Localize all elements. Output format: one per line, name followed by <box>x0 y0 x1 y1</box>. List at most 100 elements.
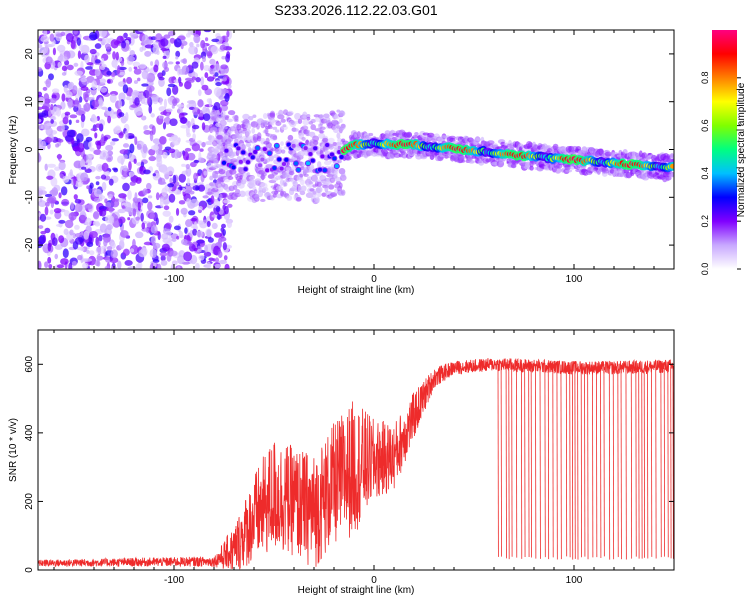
heatmap-cell <box>162 152 167 159</box>
heatmap-cell <box>102 163 109 172</box>
heatmap-cell <box>207 76 214 81</box>
heatmap-cell <box>111 249 118 258</box>
heatmap-cell <box>126 77 132 84</box>
heatmap-cell <box>151 95 159 102</box>
heatmap-cell <box>212 223 218 229</box>
heatmap-cell <box>179 174 186 183</box>
heatmap-cell <box>67 83 72 89</box>
heatmap-cell <box>159 97 162 105</box>
heatmap-cell <box>120 149 129 154</box>
x-tick-label: 100 <box>566 575 583 586</box>
heatmap-cell <box>224 255 228 260</box>
heatmap-cell <box>292 128 299 132</box>
heatmap-cell <box>255 178 262 182</box>
heatmap-cell <box>37 153 41 162</box>
heatmap-cell <box>166 108 173 112</box>
heatmap-cell <box>150 249 157 258</box>
heatmap-cell <box>73 176 76 186</box>
heatmap-cell <box>153 64 158 72</box>
heatmap-cell <box>118 132 123 138</box>
heatmap-cell <box>99 156 104 159</box>
heatmap-cell <box>406 132 411 138</box>
heatmap-cell <box>58 154 61 161</box>
heatmap-cell <box>291 121 295 125</box>
heatmap-cell <box>108 107 111 111</box>
heatmap-cell <box>341 124 346 130</box>
heatmap-cell <box>188 210 195 215</box>
heatmap-cell <box>127 190 132 200</box>
heatmap-cell <box>79 96 82 103</box>
heatmap-cell <box>151 113 155 118</box>
heatmap-cell <box>137 144 142 150</box>
heatmap-cell <box>275 121 281 126</box>
heatmap-cell <box>43 87 48 91</box>
heatmap-cell <box>125 112 128 121</box>
heatmap-cell <box>218 239 222 248</box>
heatmap-cell <box>196 240 205 244</box>
y-tick-label: -20 <box>24 237 35 252</box>
heatmap-cell <box>204 72 208 78</box>
heatmap-cell <box>117 260 121 269</box>
heatmap-cell <box>111 60 117 68</box>
heatmap-cell <box>128 67 132 72</box>
heatmap-cell <box>118 112 124 117</box>
heatmap-cell <box>565 169 572 172</box>
heatmap-ridge-core <box>272 166 276 170</box>
heatmap-cell <box>50 210 54 215</box>
heatmap-cell <box>166 113 169 118</box>
heatmap-cell <box>44 137 52 143</box>
heatmap-cell <box>148 156 156 161</box>
heatmap-cell <box>82 263 88 269</box>
heatmap-cell <box>118 209 123 213</box>
heatmap-cell <box>38 200 46 207</box>
heatmap-cell <box>169 177 172 183</box>
heatmap-cell <box>197 99 203 107</box>
heatmap-cell <box>50 98 57 104</box>
heatmap-cell <box>220 45 226 51</box>
heatmap-cell <box>169 194 175 203</box>
heatmap-cell <box>59 56 67 62</box>
x-tick-label: -100 <box>164 575 184 586</box>
heatmap-cell <box>85 218 92 227</box>
heatmap-cell <box>281 119 286 123</box>
heatmap-cell <box>203 113 210 121</box>
heatmap-ridge-core <box>308 152 312 156</box>
heatmap-cell <box>104 198 107 203</box>
heatmap-ridge-core <box>244 167 248 171</box>
heatmap-cell <box>134 80 138 84</box>
heatmap-cell <box>107 246 112 251</box>
heatmap-cell <box>221 224 226 229</box>
heatmap-cell <box>64 85 68 93</box>
heatmap-ridge-core <box>296 168 300 172</box>
heatmap-cell <box>227 176 233 180</box>
heatmap-cell <box>133 91 140 95</box>
heatmap-cell <box>303 174 309 177</box>
heatmap-ridge-core <box>241 150 245 154</box>
heatmap-cell <box>74 194 78 200</box>
heatmap-cell <box>175 56 178 60</box>
heatmap-cell <box>106 71 111 76</box>
heatmap-cell <box>107 116 111 124</box>
heatmap-cell <box>156 217 159 225</box>
heatmap-cell <box>172 98 177 106</box>
heatmap-cell <box>231 111 235 115</box>
heatmap-cell <box>98 97 103 105</box>
colorbar: 0.00.20.40.60.8 Normalized spectral ampl… <box>700 30 747 275</box>
heatmap-cell <box>316 186 323 193</box>
heatmap-cell <box>215 82 222 86</box>
heatmap-cell <box>284 182 288 186</box>
heatmap-cell <box>112 138 119 141</box>
heatmap-cell <box>160 198 164 208</box>
heatmap-cell <box>239 175 243 179</box>
heatmap-cell <box>58 62 62 68</box>
heatmap-cell <box>60 258 69 265</box>
heatmap-cell <box>56 224 63 227</box>
heatmap-cell <box>232 136 236 139</box>
heatmap-cell <box>70 202 74 210</box>
heatmap-cell <box>246 129 251 135</box>
heatmap-cell <box>75 203 83 212</box>
heatmap-cell <box>201 142 205 147</box>
heatmap-cell <box>165 231 172 236</box>
